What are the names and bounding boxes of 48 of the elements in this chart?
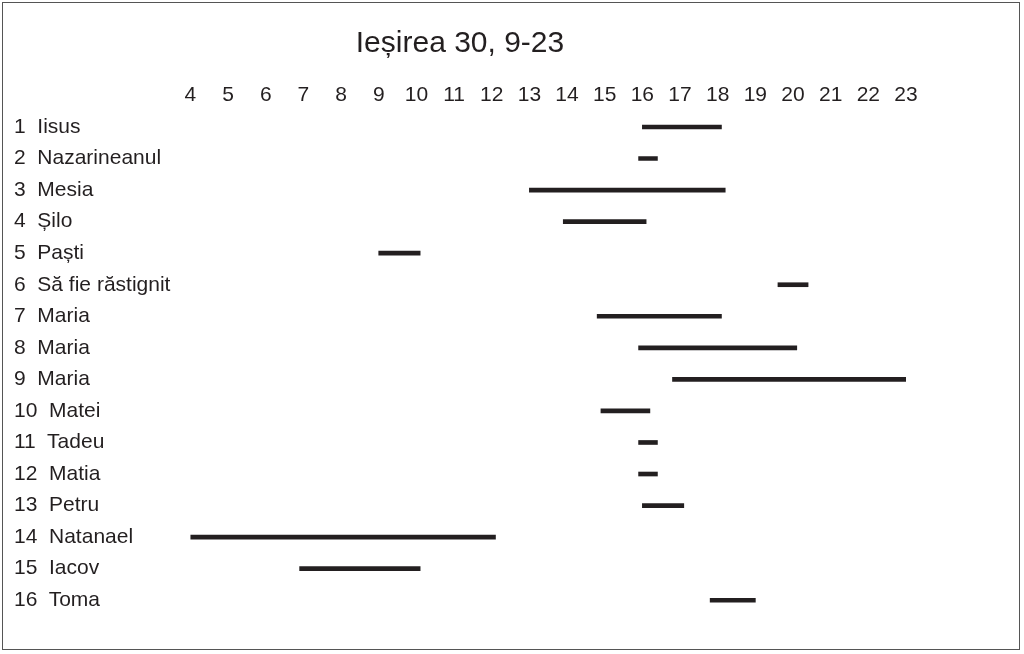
chart-title: Ieșirea 30, 9-23	[355, 25, 565, 59]
y-tick-label: 11 Tadeu	[14, 429, 105, 453]
bar	[596, 313, 722, 319]
y-tick-label: 12 Matia	[14, 460, 101, 484]
x-tick-label: 12	[480, 82, 504, 106]
x-tick-label: 6	[259, 82, 272, 106]
y-tick-label: 3 Mesia	[14, 176, 94, 200]
bar	[562, 219, 647, 224]
bar	[378, 250, 421, 256]
y-tick-label: 14 Natanael	[14, 523, 134, 547]
y-tick-label: 10 Matei	[14, 397, 101, 421]
x-tick-label: 4	[184, 82, 197, 106]
x-tick-label: 5	[222, 82, 234, 106]
x-tick-label: 20	[781, 82, 805, 106]
y-tick-label: 15 Iacov	[14, 555, 100, 579]
bar	[672, 377, 906, 382]
y-tick-label: 8 Maria	[14, 334, 91, 358]
x-tick-label: 11	[443, 82, 465, 106]
x-tick-label: 15	[593, 82, 617, 106]
x-tick-label: 13	[517, 82, 542, 106]
x-tick-label: 16	[630, 82, 655, 106]
x-tick-label: 22	[856, 82, 881, 106]
bar	[638, 156, 658, 161]
y-tick-label: 5 Paști	[14, 239, 85, 263]
bar	[299, 566, 421, 572]
x-tick-label: 10	[404, 82, 429, 106]
y-tick-label: 6 Să fie răstignit	[14, 271, 171, 295]
y-tick-label: 13 Petru	[14, 492, 100, 516]
y-tick-label: 4 Șilo	[14, 208, 73, 232]
y-tick-label: 2 Nazarineanul	[14, 145, 162, 169]
y-tick-label: 9 Maria	[14, 366, 91, 390]
x-tick-label: 19	[743, 82, 768, 106]
x-tick-label: 14	[555, 82, 580, 106]
x-tick-label: 18	[706, 82, 730, 106]
x-tick-label: 8	[335, 82, 347, 106]
x-tick-label: 21	[819, 82, 843, 106]
bar	[638, 440, 658, 445]
bar	[638, 345, 798, 351]
bar	[642, 503, 685, 508]
y-tick-label: 1 Iisus	[14, 113, 81, 137]
x-tick-label: 17	[668, 82, 692, 106]
bar	[777, 282, 809, 288]
y-tick-label: 16 Toma	[14, 587, 101, 611]
bar	[709, 597, 756, 603]
y-tick-label: 7 Maria	[14, 303, 91, 327]
x-tick-label: 9	[372, 82, 385, 106]
x-tick-label: 7	[297, 82, 310, 106]
x-tick-label: 23	[894, 82, 918, 106]
